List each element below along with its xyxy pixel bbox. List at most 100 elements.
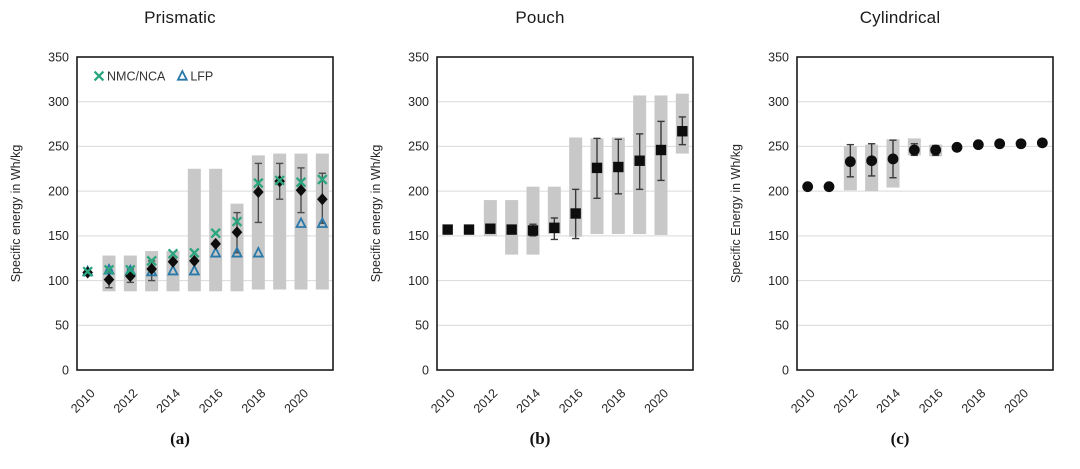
y-tick-label: 300: [48, 95, 69, 109]
x-tick-label: 2014: [874, 386, 904, 416]
x-marker: [253, 177, 264, 189]
square-marker: [570, 208, 581, 219]
triangle-marker: [188, 263, 201, 276]
chart-title: Prismatic: [144, 8, 216, 27]
square-marker: [549, 222, 560, 234]
x-marker: [93, 70, 105, 82]
legend-label: LFP: [190, 70, 213, 84]
diamond-marker: [210, 237, 221, 250]
circle-marker: [866, 155, 878, 167]
triangle-marker: [252, 245, 265, 258]
chart-title: Pouch: [515, 8, 565, 27]
x-tick-label: 2016: [196, 386, 226, 416]
y-tick-label: 150: [48, 229, 69, 243]
y-tick-label: 300: [408, 95, 429, 109]
x-marker: [317, 174, 328, 185]
series-average: [82, 175, 328, 286]
circle-marker: [802, 181, 814, 193]
x-axis-tick-labels: 2010 2012 2014 2016 2018 2020: [788, 386, 1031, 416]
diamond-marker: [253, 186, 264, 199]
x-tick-label: 2010: [68, 386, 98, 416]
x-tick-label: 2020: [282, 386, 312, 416]
x-tick-label: 2018: [239, 386, 269, 416]
legend: NMC/NCA LFP: [93, 69, 213, 84]
y-tick-label: 350: [408, 50, 429, 64]
x-tick-label: 2010: [788, 386, 818, 416]
x-marker: [295, 176, 307, 188]
diamond-marker: [103, 273, 115, 286]
triangle-marker: [209, 245, 222, 258]
y-tick-label: 200: [48, 184, 69, 198]
x-marker: [103, 264, 115, 276]
x-tick-label: 2014: [154, 386, 184, 416]
range-bar: [273, 153, 287, 290]
diamond-marker: [146, 262, 157, 275]
x-tick-label: 2018: [959, 386, 989, 416]
x-marker: [125, 264, 136, 276]
circle-marker: [994, 138, 1006, 150]
triangle-marker: [231, 245, 243, 258]
y-tick-label: 100: [48, 274, 69, 288]
gridlines: [77, 101, 333, 326]
square-marker: [527, 225, 539, 236]
x-marker: [274, 175, 285, 186]
series-nmc-nca: [82, 174, 328, 277]
x-tick-label: 2012: [471, 386, 501, 416]
panel-pouch: Pouch 0 50 100 150 200 250 300 350 2010 2012 2014 2…: [360, 0, 720, 469]
y-tick-label: 250: [768, 140, 789, 154]
triangle-marker: [167, 263, 179, 276]
triangle-marker: [316, 216, 329, 228]
y-axis-tick-labels: 0 50 100 150 200 250 300 350: [48, 50, 69, 377]
y-tick-label: 200: [768, 184, 789, 198]
y-axis-label: Specific energy in Wh/kg: [369, 145, 383, 283]
series-average: [442, 126, 688, 236]
y-tick-label: 0: [782, 363, 789, 377]
y-tick-label: 50: [415, 319, 429, 333]
range-bar: [294, 153, 308, 290]
circle-marker: [1036, 137, 1048, 149]
x-marker: [167, 248, 179, 259]
y-tick-label: 350: [768, 50, 789, 64]
x-tick-label: 2018: [599, 386, 629, 416]
y-tick-label: 100: [408, 274, 429, 288]
diamond-marker: [317, 193, 328, 206]
circle-marker: [930, 144, 942, 156]
circle-marker: [887, 153, 899, 165]
plot-frame: [76, 56, 334, 371]
plot-frame: [796, 56, 1054, 371]
circle-marker: [972, 139, 984, 151]
panel-prismatic: Prismatic 0 50 100 150 200 250 300 350 2010 2012 2…: [0, 0, 360, 469]
panel-cylindrical: Cylindrical 0 50 100 150 200 250 300 350 2010 201…: [720, 0, 1080, 469]
x-marker: [210, 227, 221, 239]
circle-marker: [951, 141, 963, 153]
diamond-marker: [167, 255, 179, 268]
y-axis-tick-labels: 0 50 100 150 200 250 300 350: [408, 50, 429, 377]
x-tick-label: 2012: [111, 386, 141, 416]
range-bar: [209, 168, 223, 292]
y-tick-label: 200: [408, 184, 429, 198]
square-marker: [677, 126, 688, 137]
series-average: [802, 137, 1048, 193]
x-axis-tick-labels: 2010 2012 2014 2016 2018 2020: [428, 386, 671, 416]
x-tick-label: 2012: [831, 386, 861, 416]
x-tick-label: 2020: [642, 386, 672, 416]
x-axis-tick-labels: 2010 2012 2014 2016 2018 2020: [68, 386, 311, 416]
subfigure-caption: (c): [890, 429, 910, 448]
legend-label: NMC/NCA: [107, 70, 166, 84]
series-lfp: [81, 216, 329, 277]
y-axis-label: Specific energy in Wh/kg: [9, 145, 23, 283]
square-marker: [613, 161, 624, 173]
square-marker: [485, 223, 496, 234]
chart-title: Cylindrical: [859, 8, 941, 27]
x-marker: [82, 266, 93, 277]
diamond-marker: [295, 184, 307, 197]
square-marker: [634, 155, 645, 166]
y-tick-label: 0: [422, 363, 429, 377]
y-tick-label: 250: [48, 140, 69, 154]
y-tick-label: 250: [408, 140, 429, 154]
y-tick-label: 0: [62, 363, 69, 377]
y-tick-label: 100: [768, 274, 789, 288]
y-tick-label: 150: [408, 229, 429, 243]
